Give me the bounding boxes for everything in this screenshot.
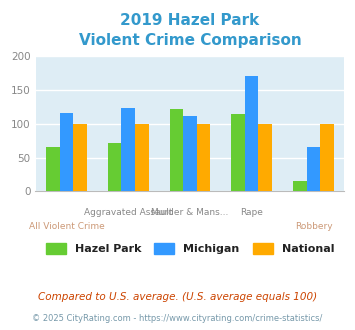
Text: © 2025 CityRating.com - https://www.cityrating.com/crime-statistics/: © 2025 CityRating.com - https://www.city…: [32, 314, 323, 323]
Bar: [307, 147, 320, 191]
Bar: [293, 181, 307, 191]
Text: Rape: Rape: [240, 208, 263, 217]
Bar: [320, 124, 334, 191]
Bar: [108, 143, 121, 191]
Bar: [135, 124, 148, 191]
Bar: [46, 148, 60, 191]
Title: 2019 Hazel Park
Violent Crime Comparison: 2019 Hazel Park Violent Crime Comparison: [78, 13, 301, 48]
Text: Robbery: Robbery: [295, 222, 332, 231]
Bar: [170, 109, 183, 191]
Text: Aggravated Assault: Aggravated Assault: [84, 208, 173, 217]
Bar: [121, 108, 135, 191]
Bar: [73, 124, 87, 191]
Bar: [183, 116, 197, 191]
Bar: [197, 124, 210, 191]
Bar: [245, 77, 258, 191]
Bar: [231, 114, 245, 191]
Text: Compared to U.S. average. (U.S. average equals 100): Compared to U.S. average. (U.S. average …: [38, 292, 317, 302]
Bar: [258, 124, 272, 191]
Legend: Hazel Park, Michigan, National: Hazel Park, Michigan, National: [40, 238, 340, 260]
Text: All Violent Crime: All Violent Crime: [28, 222, 104, 231]
Text: Murder & Mans...: Murder & Mans...: [151, 208, 229, 217]
Bar: [60, 113, 73, 191]
